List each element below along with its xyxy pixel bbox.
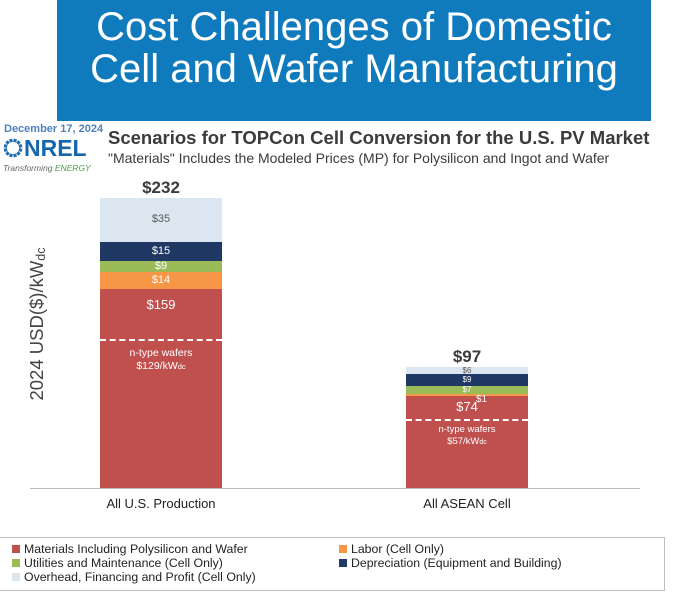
svg-text:NREL: NREL — [24, 136, 87, 160]
